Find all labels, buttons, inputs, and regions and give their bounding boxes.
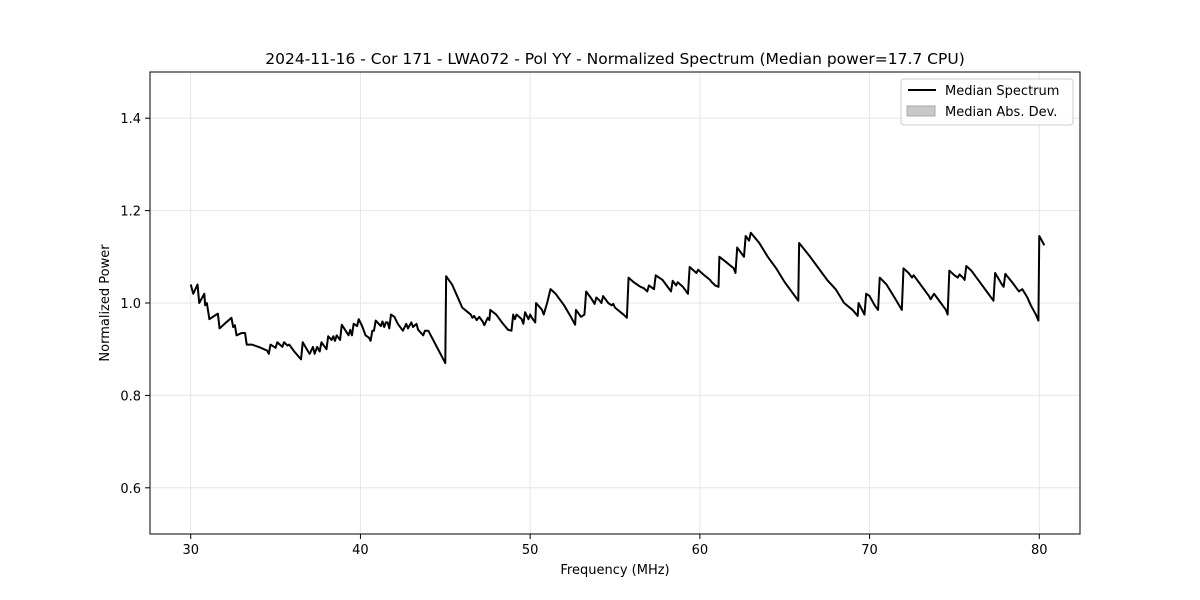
chart-title: 2024-11-16 - Cor 171 - LWA072 - Pol YY -… [265,50,965,68]
legend-patch-swatch [906,105,936,117]
y-tick-label: 0.8 [120,389,141,404]
y-tick-label: 1.2 [120,205,141,220]
series-layer [189,231,1046,365]
x-tick-label: 40 [352,543,369,558]
x-tick-label: 30 [182,543,199,558]
y-axis: 0.6 0.8 1.0 1.2 1.4 [120,112,150,497]
x-tick-label: 50 [522,543,539,558]
y-axis-label: Normalized Power [98,244,113,362]
x-tick-label: 80 [1031,543,1048,558]
x-axis-label: Frequency (MHz) [560,563,669,578]
legend-label-median-spectrum: Median Spectrum [945,84,1059,99]
y-tick-label: 1.4 [120,112,141,127]
x-tick-label: 70 [861,543,878,558]
x-axis: 30 40 50 60 70 80 [182,534,1048,558]
median-spectrum-line [189,231,1046,365]
legend-box [900,78,1074,126]
x-tick-label: 60 [692,543,709,558]
legend-label-median-abs-dev: Median Abs. Dev. [945,105,1057,120]
y-tick-label: 0.6 [120,482,141,497]
y-tick-label: 1.0 [120,297,141,312]
legend: Median Spectrum Median Abs. Dev. [900,78,1074,126]
